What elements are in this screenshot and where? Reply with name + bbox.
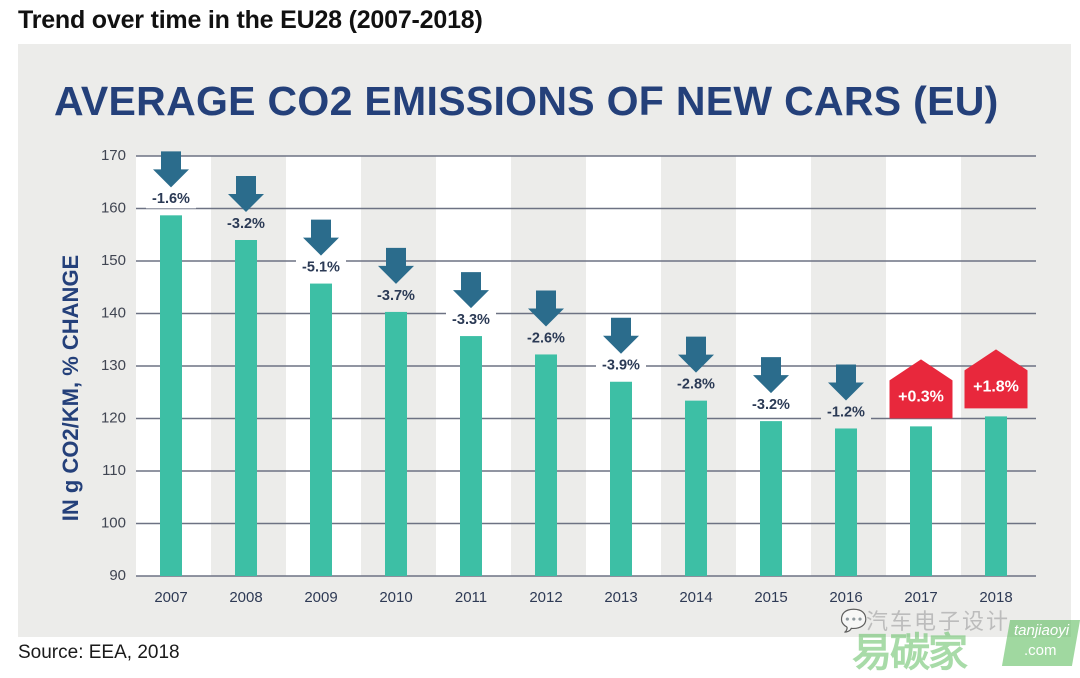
y-axis-label: IN g CO2/KM, % CHANGE — [58, 255, 83, 521]
y-tick-label: 110 — [102, 462, 126, 479]
change-label-backdrop — [296, 258, 346, 277]
x-tick-label: 2011 — [455, 589, 487, 606]
change-label: -1.6% — [152, 191, 190, 207]
chart-title: AVERAGE CO2 EMISSIONS OF NEW CARS (EU) — [54, 78, 999, 124]
change-label: -3.2% — [227, 216, 265, 232]
x-tick-label: 2014 — [679, 589, 712, 606]
down-arrow-icon — [453, 272, 489, 309]
bar-2016 — [835, 428, 857, 576]
change-label-backdrop — [446, 311, 496, 330]
bars — [160, 215, 1007, 576]
x-tick-label: 2015 — [754, 589, 787, 606]
x-tick-label: 2016 — [829, 589, 862, 606]
change-label: -3.9% — [602, 358, 640, 374]
change-label-backdrop — [371, 286, 421, 305]
bar-2018 — [985, 416, 1007, 576]
down-arrow-icon — [153, 151, 189, 188]
y-tick-label: 140 — [101, 304, 126, 321]
source-note: Source: EEA, 2018 — [18, 642, 180, 663]
up-arrow-icon — [964, 349, 1028, 409]
bar-2007 — [160, 215, 182, 576]
y-tick-label: 150 — [101, 252, 126, 269]
bar-2010 — [385, 311, 407, 576]
change-label-backdrop — [221, 215, 271, 233]
down-arrow-icon — [378, 247, 414, 284]
change-label: -5.1% — [302, 259, 340, 275]
change-label-backdrop — [746, 396, 796, 415]
down-arrow-icon — [828, 364, 864, 401]
bar-2008 — [235, 240, 257, 576]
bar-2013 — [610, 381, 632, 576]
x-tick-label: 2009 — [304, 589, 337, 606]
change-label: -3.3% — [452, 312, 490, 328]
change-label-backdrop — [821, 403, 871, 422]
change-label: -3.2% — [752, 397, 790, 413]
x-tick-label: 2008 — [229, 589, 262, 606]
y-tick-label: 130 — [101, 357, 126, 374]
change-label-backdrop — [671, 375, 721, 394]
bar-2014 — [685, 400, 707, 576]
down-arrow-icon — [303, 219, 339, 256]
bar-2011 — [460, 336, 482, 576]
change-label-backdrop — [521, 329, 571, 348]
y-tick-label: 170 — [101, 147, 126, 164]
x-axis-labels: 2007 2008 2009 2010 2011 2012 2013 2014 2015 2016… — [154, 589, 1012, 606]
down-arrow-icon — [753, 357, 789, 394]
down-arrow-icon — [528, 290, 564, 327]
y-tick-label: 100 — [101, 514, 126, 531]
up-arrow-icon — [889, 359, 953, 419]
bar-2015 — [760, 421, 782, 576]
bar-2017 — [910, 426, 932, 576]
change-label: -1.2% — [827, 404, 865, 420]
x-tick-label: 2010 — [379, 589, 412, 606]
y-tick-label: 120 — [101, 409, 126, 426]
change-label-backdrop — [596, 356, 646, 375]
x-tick-label: 2007 — [154, 589, 187, 606]
gridlines: 90 100 110 120 130 140 150 160 170 — [101, 147, 1036, 584]
change-label: -3.7% — [377, 288, 415, 304]
change-label: -2.8% — [677, 376, 715, 392]
down-arrow-icon — [228, 176, 264, 212]
change-markers: -1.6% -3.2% -5.1% -3.7% -3.3% -2.6% -3.9% -2.8%… — [146, 151, 1028, 422]
change-label: +1.8% — [973, 379, 1019, 396]
down-arrow-icon — [603, 317, 639, 354]
change-label-backdrop — [146, 190, 196, 209]
y-tick-label: 90 — [109, 567, 126, 584]
bar-2009 — [310, 283, 332, 576]
x-tick-label: 2013 — [604, 589, 637, 606]
y-tick-label: 160 — [101, 199, 126, 216]
down-arrow-icon — [678, 336, 714, 373]
x-tick-label: 2012 — [529, 589, 562, 606]
change-label: -2.6% — [527, 330, 565, 346]
x-tick-label: 2018 — [979, 589, 1012, 606]
page-heading: Trend over time in the EU28 (2007-2018) — [18, 6, 483, 34]
change-label: +0.3% — [898, 389, 944, 406]
bar-2012 — [535, 354, 557, 576]
x-tick-label: 2017 — [904, 589, 937, 606]
